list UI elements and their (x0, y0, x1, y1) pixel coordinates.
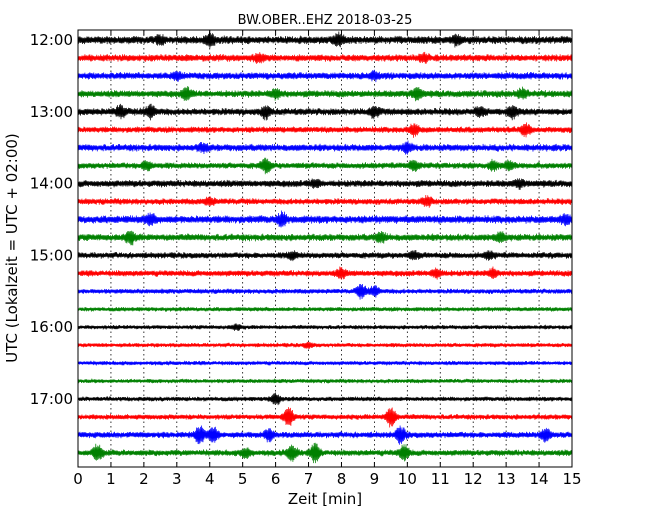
trace-1615 (77, 341, 573, 349)
trace-1715 (77, 407, 573, 428)
trace-1200 (77, 31, 573, 49)
trace-1500 (77, 250, 573, 262)
y-tick-label: 12:00 (30, 31, 73, 49)
y-axis: 12:00 13:00 14:00 15:00 16:00 17:00 (30, 31, 572, 408)
trace-1300 (77, 103, 573, 121)
y-tick-label: 14:00 (30, 175, 73, 193)
x-tick-label: 10 (398, 470, 417, 488)
x-tick-label: 12 (464, 470, 483, 488)
y-tick-label: 17:00 (30, 390, 73, 408)
trace-1215 (77, 51, 573, 64)
trace-1630 (77, 360, 573, 366)
trace-1730 (77, 425, 573, 445)
trace-1430 (77, 210, 573, 228)
x-tick-label: 1 (106, 470, 116, 488)
x-tick-label: 11 (431, 470, 450, 488)
trace-1545 (77, 306, 573, 312)
x-tick-label: 13 (497, 470, 516, 488)
y-tick-label: 16:00 (30, 318, 73, 336)
chart-title: BW.OBER..EHZ 2018-03-25 (238, 13, 413, 28)
trace-1530 (77, 283, 573, 300)
trace-1230 (77, 69, 573, 83)
x-tick-label: 15 (562, 470, 581, 488)
trace-1445 (77, 230, 573, 246)
x-tick-label: 4 (205, 470, 215, 488)
x-tick-label: 3 (172, 470, 182, 488)
grid-lines (110, 30, 540, 467)
x-tick-label: 6 (271, 470, 281, 488)
trace-1345 (77, 157, 573, 175)
y-axis-label: UTC (Lokalzeit = UTC + 02:00) (3, 133, 21, 363)
x-tick-label: 9 (370, 470, 380, 488)
x-tick-label: 8 (337, 470, 347, 488)
trace-1400 (77, 178, 573, 190)
trace-1330 (77, 140, 573, 155)
trace-1700 (77, 392, 573, 406)
y-tick-label: 15:00 (30, 246, 73, 264)
seismic-traces (77, 31, 573, 464)
trace-1745 (77, 442, 573, 464)
trace-1315 (77, 122, 573, 138)
x-tick-label: 2 (139, 470, 149, 488)
x-axis-label: Zeit [min] (288, 490, 362, 508)
trace-1415 (77, 194, 573, 208)
x-tick-label: 14 (530, 470, 549, 488)
x-axis: 0 1 2 3 4 5 6 7 8 9 10 11 12 13 14 15 (73, 30, 582, 488)
x-tick-label: 0 (73, 470, 83, 488)
x-tick-label: 7 (304, 470, 314, 488)
y-tick-label: 13:00 (30, 103, 73, 121)
x-tick-label: 5 (238, 470, 248, 488)
trace-1645 (77, 378, 573, 384)
trace-1515 (77, 266, 573, 280)
plot-frame (77, 29, 573, 468)
trace-1245 (77, 86, 573, 102)
trace-1600 (77, 323, 573, 331)
